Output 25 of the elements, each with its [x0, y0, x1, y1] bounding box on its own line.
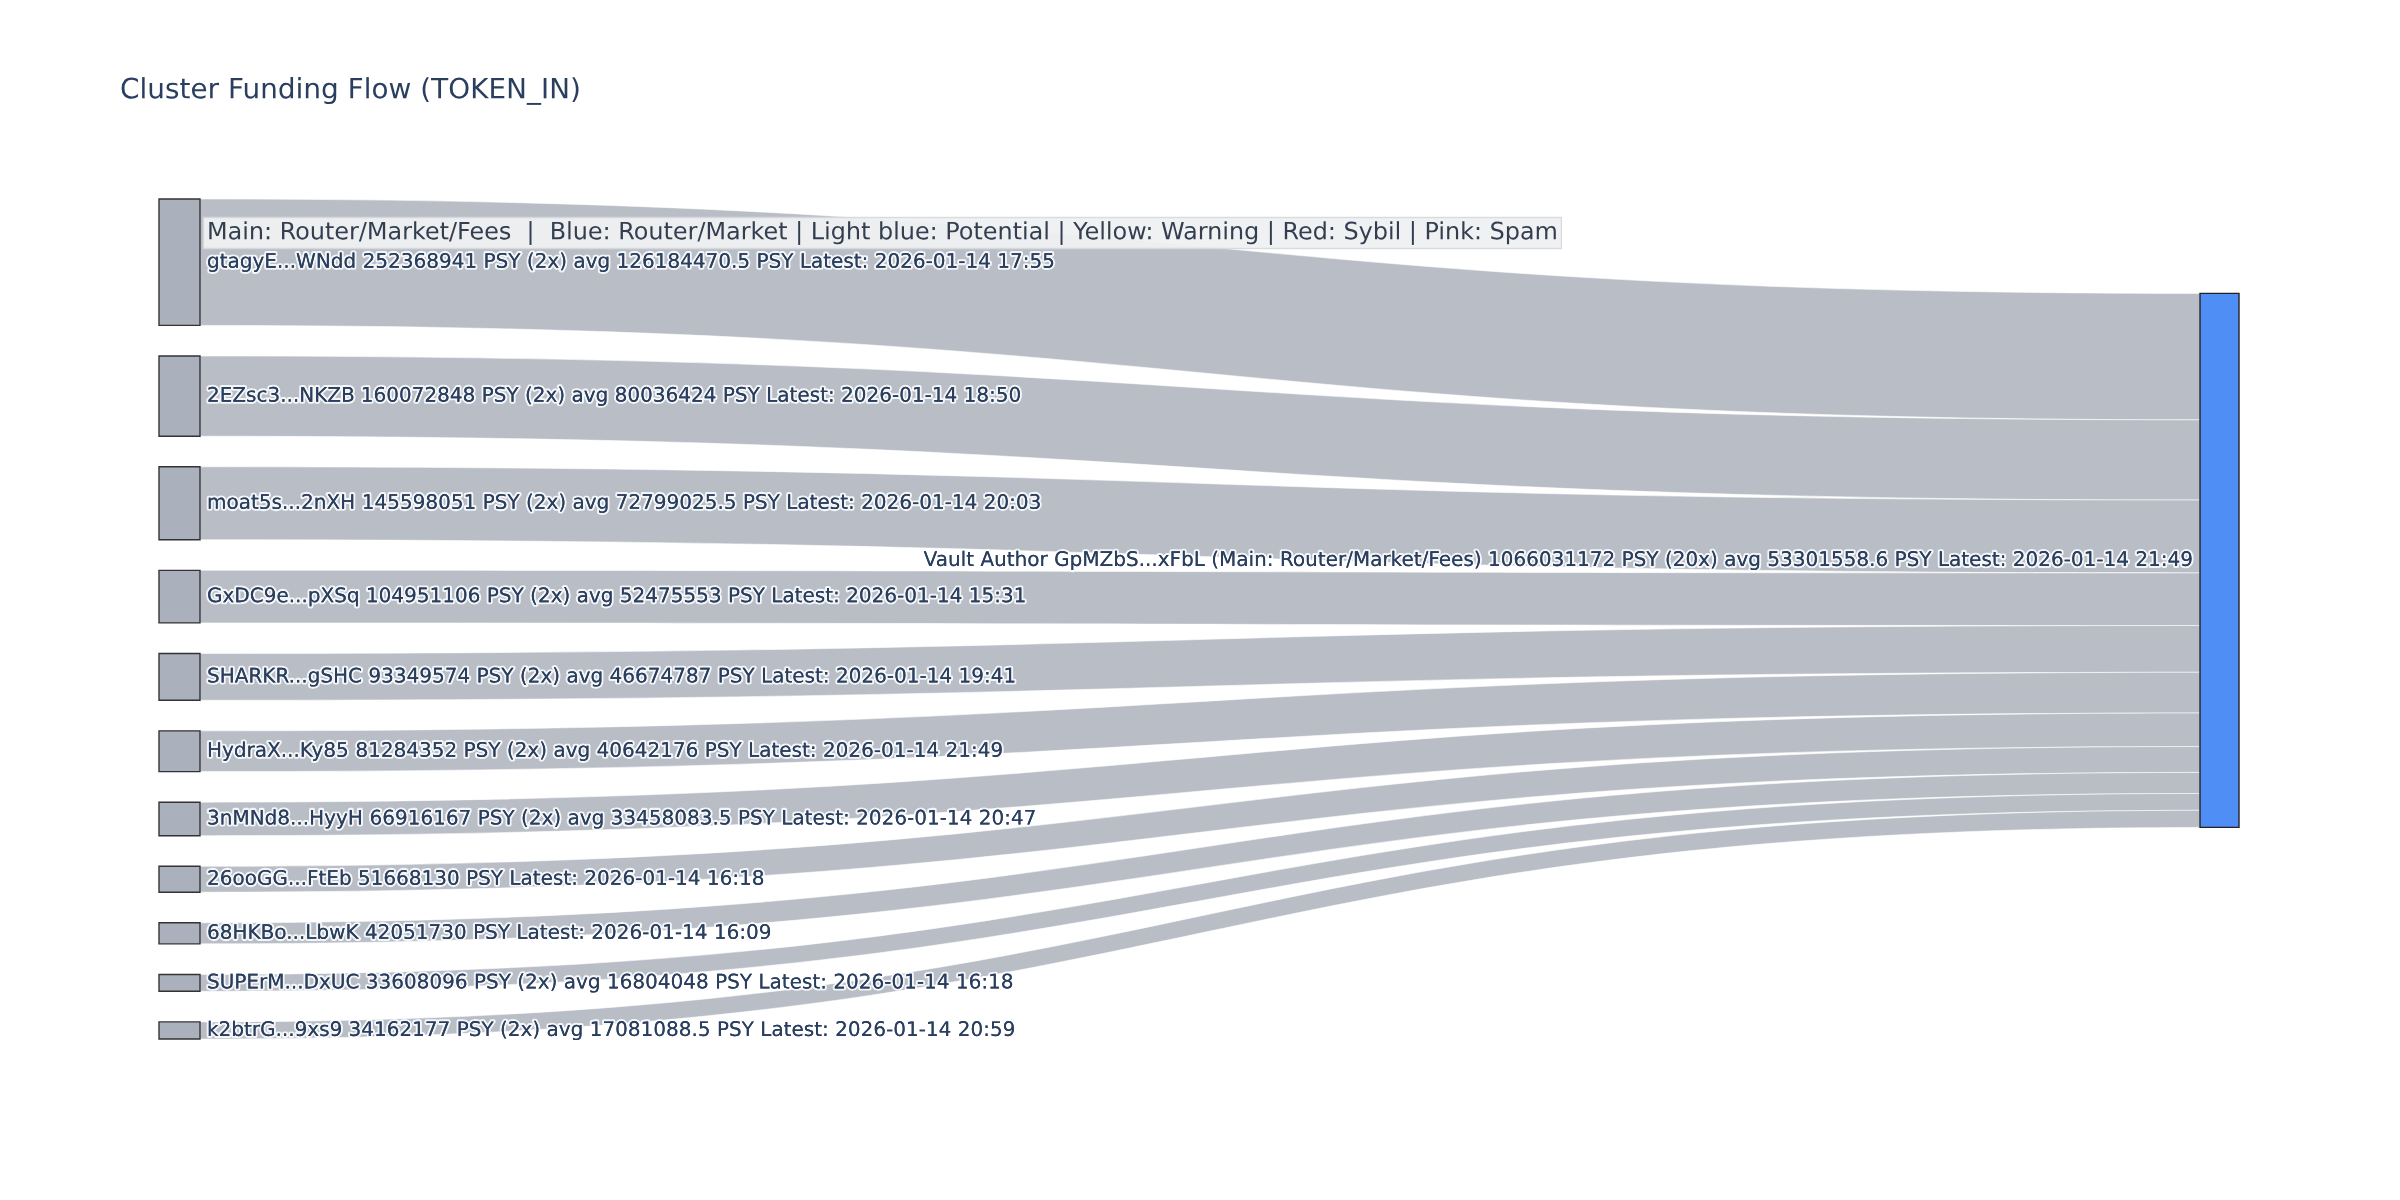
data-label: 252368941 PSY (2x) avg 126184470.5 PSY Latest: 2026-01-14 17:55	[364, 252, 1054, 272]
category-label: 2EZsc3...NKZB	[208, 386, 354, 402]
category-label: GxDC9e...pXSq	[208, 587, 358, 607]
data-label: 34162177 PSY (2x) avg 17081088.5 PSY Latest: 2026-01-14 20:59	[350, 1020, 1014, 1041]
data-label: 93349574 PSY (2x) avg 46674787 PSY Latest: 2026-01-14 19:41	[369, 667, 1015, 687]
text: Main: Router/Market/Fees | Blue: Router/Market | Light blue: Potential | Yellow: Warning | Red: Sybil | Pink: Spam	[209, 221, 1556, 245]
category-label: k2btrG...9xs9	[208, 1020, 341, 1037]
data-label: 104951106 PSY (2x) avg 52475553 PSY Latest: 2026-01-14 15:31	[368, 586, 1025, 607]
data-label: 160072848 PSY (2x) avg 80036424 PSY Latest: 2026-01-14 18:50	[362, 386, 1020, 406]
text: Cluster Funding Flow (TOKEN_IN)	[121, 77, 579, 105]
category-label: 3nMNd8...HyyH	[208, 809, 361, 829]
series-label: Vault Author GpMZbS...xFbL (Main: Router/Market/Fees) 1066031172 PSY (20x) avg 53301558.6 PSY Latest: 2026-01-14 21:49	[923, 550, 2192, 571]
category-label: 26ooGG...FtEb	[208, 869, 351, 886]
category-label: moat5s...2nXH	[208, 493, 354, 510]
category-label: gtagyE...WNdd	[208, 252, 355, 272]
category-label: SHARKR...gSHC	[208, 667, 361, 687]
category-label: SUPErM...DxUC	[208, 973, 359, 989]
category-label: 68HKBo...LbwK	[208, 923, 360, 940]
data-label: 145598051 PSY (2x) avg 72799025.5 PSY Latest: 2026-01-14 20:03	[363, 493, 1040, 513]
data-label: 81284352 PSY (2x) avg 40642176 PSY Latest: 2026-01-14 21:49	[356, 741, 1002, 761]
data-label: 33608096 PSY (2x) avg 16804048 PSY Latest: 2026-01-14 16:18	[367, 973, 1013, 993]
data-label: 51668130 PSY Latest: 2026-01-14 16:18	[359, 869, 764, 886]
category-label: HydraX...Ky85	[208, 741, 348, 761]
data-label: 42051730 PSY Latest: 2026-01-14 16:09	[365, 923, 771, 940]
data-label: 66916167 PSY (2x) avg 33458083.5 PSY Latest: 2026-01-14 20:47	[370, 809, 1035, 829]
